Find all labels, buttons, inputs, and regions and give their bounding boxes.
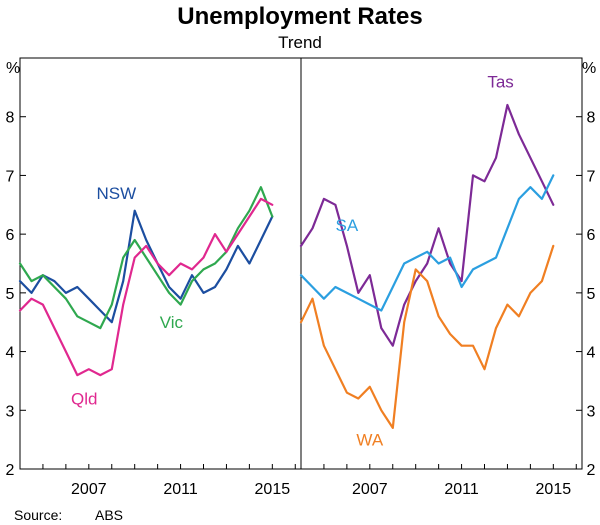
series-label-wa: WA <box>356 431 383 450</box>
y-unit-right: % <box>582 60 596 77</box>
tick-layer: 2 2 3 3 4 4 5 5 6 6 7 7 8 8 2007 2011 2015 2007 2011 2015 <box>6 110 596 498</box>
y-tick-label-left: 3 <box>6 403 15 420</box>
x-tick-label: 2007 <box>71 481 107 498</box>
y-tick-label-right: 8 <box>587 110 596 127</box>
series-layer: NSW Vic Qld Tas SA WA <box>18 72 555 450</box>
series-line-wa <box>299 244 555 429</box>
y-tick-label-left: 6 <box>6 227 15 244</box>
y-tick-label-right: 5 <box>587 286 596 303</box>
y-tick-label-left: 2 <box>6 462 15 479</box>
series-label-nsw: NSW <box>97 184 137 203</box>
y-tick-label-left: 4 <box>6 345 15 362</box>
chart-subtitle: Trend <box>278 33 322 52</box>
x-tick-label: 2015 <box>536 481 572 498</box>
series-line-nsw <box>18 209 274 324</box>
chart-title: Unemployment Rates <box>177 3 422 30</box>
series-label-vic: Vic <box>160 313 184 332</box>
y-tick-label-right: 7 <box>587 168 596 185</box>
series-label-tas: Tas <box>487 72 513 91</box>
source-value: ABS <box>95 507 123 523</box>
series-line-vic <box>18 186 274 330</box>
series-line-qld <box>18 197 274 377</box>
x-tick-label: 2007 <box>352 481 388 498</box>
y-unit-left: % <box>6 60 20 77</box>
x-tick-label: 2011 <box>163 481 198 498</box>
y-tick-label-left: 7 <box>6 168 15 185</box>
y-tick-label-right: 3 <box>587 403 596 420</box>
y-tick-label-left: 5 <box>6 286 15 303</box>
y-tick-label-right: 4 <box>587 345 596 362</box>
series-line-tas <box>299 103 555 347</box>
y-tick-label-left: 8 <box>6 110 15 127</box>
series-label-qld: Qld <box>71 389 97 408</box>
y-tick-label-right: 2 <box>587 462 596 479</box>
series-line-sa <box>299 174 555 312</box>
x-tick-label: 2015 <box>255 481 291 498</box>
source-label: Source: <box>14 507 62 523</box>
y-tick-label-right: 6 <box>587 227 596 244</box>
series-label-sa: SA <box>336 216 359 235</box>
x-tick-label: 2011 <box>444 481 479 498</box>
